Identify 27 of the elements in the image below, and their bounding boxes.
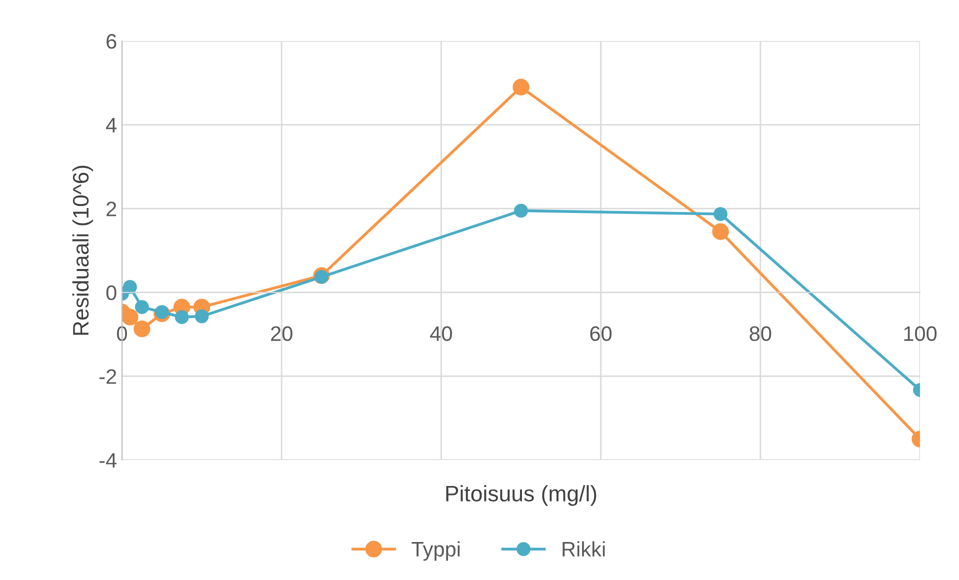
point [512,78,530,96]
point [514,204,528,218]
point [174,310,189,324]
point [122,308,138,326]
y-tick-label: 2 [106,202,116,216]
point [154,305,169,320]
legend-label: Rikki [562,541,605,556]
y-tick-label: -2 [100,369,116,384]
y-tick-label: 4 [106,118,117,132]
legend-label: Typpi [412,541,460,561]
y-tick-label: -4 [100,453,117,468]
point [194,309,209,324]
y-axis-title: Residuaali (10^6) [72,166,94,335]
x-tick-label: 60 [590,326,612,342]
point [134,320,150,338]
point [135,300,149,314]
point [123,280,137,294]
x-tick-label: 40 [430,326,452,342]
x-tick-label: 20 [271,326,292,342]
y-tick-label: 6 [106,34,116,49]
x-tick-label: 0 [117,326,127,342]
point [714,207,728,221]
point [712,223,729,240]
y-tick-label: 0 [106,285,116,300]
x-tick-label: 100 [904,326,937,342]
x-axis-title: Pitoisuus (mg/l) [446,485,596,506]
x-tick-label: 80 [750,326,772,342]
